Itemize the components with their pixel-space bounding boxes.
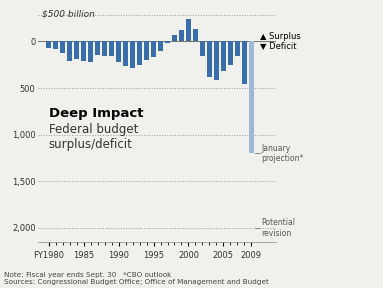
- Text: Federal budget
surplus/deficit: Federal budget surplus/deficit: [49, 122, 138, 151]
- Bar: [186, 19, 191, 41]
- Bar: [228, 41, 233, 65]
- Bar: [67, 41, 72, 61]
- Text: ▼ Deficit: ▼ Deficit: [260, 41, 296, 50]
- Bar: [60, 41, 65, 53]
- Bar: [81, 41, 86, 61]
- Bar: [102, 41, 107, 56]
- Text: January
projection*: January projection*: [261, 144, 303, 163]
- Bar: [179, 30, 184, 41]
- Bar: [235, 41, 240, 56]
- Bar: [207, 41, 212, 77]
- Bar: [95, 41, 100, 55]
- Bar: [88, 41, 93, 62]
- Bar: [158, 41, 163, 51]
- Bar: [221, 41, 226, 71]
- Bar: [144, 41, 149, 60]
- Bar: [214, 41, 219, 80]
- Bar: [46, 41, 51, 48]
- Bar: [172, 35, 177, 41]
- Bar: [193, 29, 198, 41]
- Bar: [74, 41, 79, 59]
- Bar: [137, 41, 142, 65]
- Text: Potential
revision: Potential revision: [261, 218, 295, 238]
- Bar: [200, 41, 205, 56]
- Bar: [53, 41, 58, 49]
- Text: ▲ Surplus: ▲ Surplus: [260, 32, 300, 41]
- Bar: [151, 41, 156, 57]
- Bar: [249, 41, 254, 153]
- Bar: [165, 41, 170, 43]
- Bar: [130, 41, 135, 69]
- Text: Note: Fiscal year ends Sept. 30   *CBO outlook
Sources: Congressional Budget Off: Note: Fiscal year ends Sept. 30 *CBO out…: [4, 272, 269, 285]
- Text: $500 billion: $500 billion: [42, 9, 95, 18]
- Text: Deep Impact: Deep Impact: [49, 107, 143, 120]
- Bar: [109, 41, 114, 56]
- Bar: [123, 41, 128, 67]
- Bar: [116, 41, 121, 62]
- Bar: [242, 41, 247, 84]
